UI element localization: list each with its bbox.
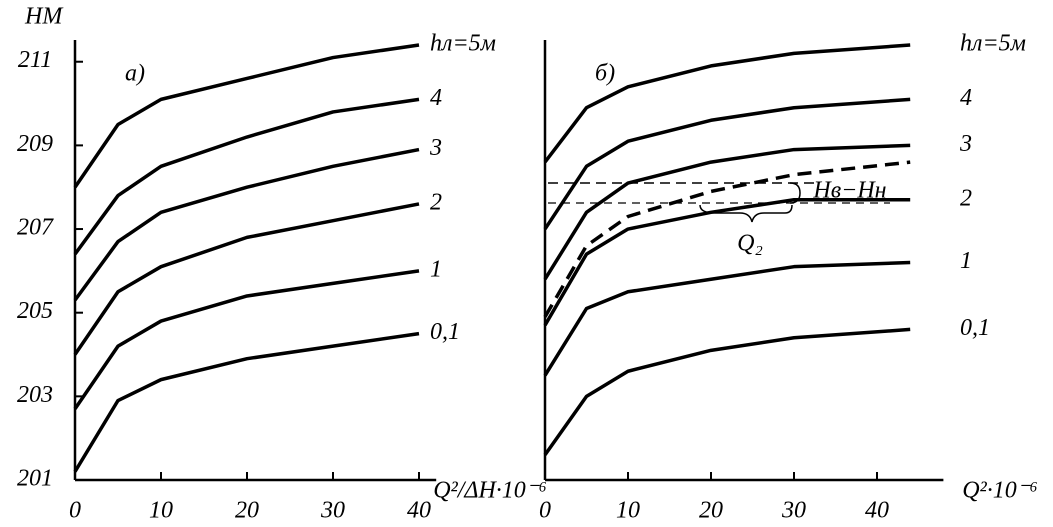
curve-label: hл=5м <box>430 31 496 57</box>
panel-label: а) <box>125 61 145 87</box>
x-axis-label: Q²·10⁻⁶ <box>962 478 1038 504</box>
x-tick-label: 30 <box>320 498 345 524</box>
curve <box>73 147 420 302</box>
curve <box>73 269 420 410</box>
curve <box>73 43 420 189</box>
x-tick-label: 0 <box>539 498 551 524</box>
x-tick-label: 40 <box>407 498 431 524</box>
curve <box>543 97 911 231</box>
curve-label: 1 <box>960 248 972 274</box>
annotation: Q₂ <box>737 231 763 257</box>
curve-label: hл=5м <box>960 31 1026 57</box>
y-tick-label: 201 <box>17 466 53 492</box>
curve <box>73 97 420 256</box>
curve <box>543 43 911 164</box>
curve <box>543 198 911 327</box>
curve <box>73 202 420 356</box>
y-tick-label: 207 <box>17 215 54 241</box>
x-axis-label: Q²/ΔH·10⁻⁶ <box>433 478 547 504</box>
curve-label: 3 <box>959 131 972 157</box>
curve-label: 2 <box>960 185 972 211</box>
curve-label: 1 <box>430 256 442 282</box>
curve-label: 2 <box>430 189 442 215</box>
curve-label: 4 <box>430 85 442 111</box>
y-tick-label: 211 <box>18 47 52 73</box>
panel-label: б) <box>595 61 615 87</box>
curve-label: 4 <box>960 85 972 111</box>
x-tick-label: 0 <box>69 498 81 524</box>
curve-label: 0,1 <box>960 315 990 341</box>
y-tick-label: 205 <box>17 298 53 324</box>
curve <box>543 260 911 377</box>
curve <box>543 160 911 318</box>
curve <box>543 327 911 456</box>
x-tick-label: 10 <box>149 498 173 524</box>
y-tick-label: 209 <box>17 131 53 157</box>
curve <box>543 143 911 281</box>
y-axis-label: НМ <box>24 4 64 30</box>
x-tick-label: 30 <box>781 498 806 524</box>
curve-label: 3 <box>429 135 442 161</box>
curve-label: 0,1 <box>430 319 460 345</box>
y-tick-label: 203 <box>17 382 53 408</box>
x-tick-label: 10 <box>616 498 640 524</box>
x-tick-label: 20 <box>235 498 259 524</box>
brace <box>789 182 801 204</box>
x-tick-label: 40 <box>865 498 889 524</box>
x-tick-label: 20 <box>699 498 723 524</box>
curve <box>73 331 420 473</box>
